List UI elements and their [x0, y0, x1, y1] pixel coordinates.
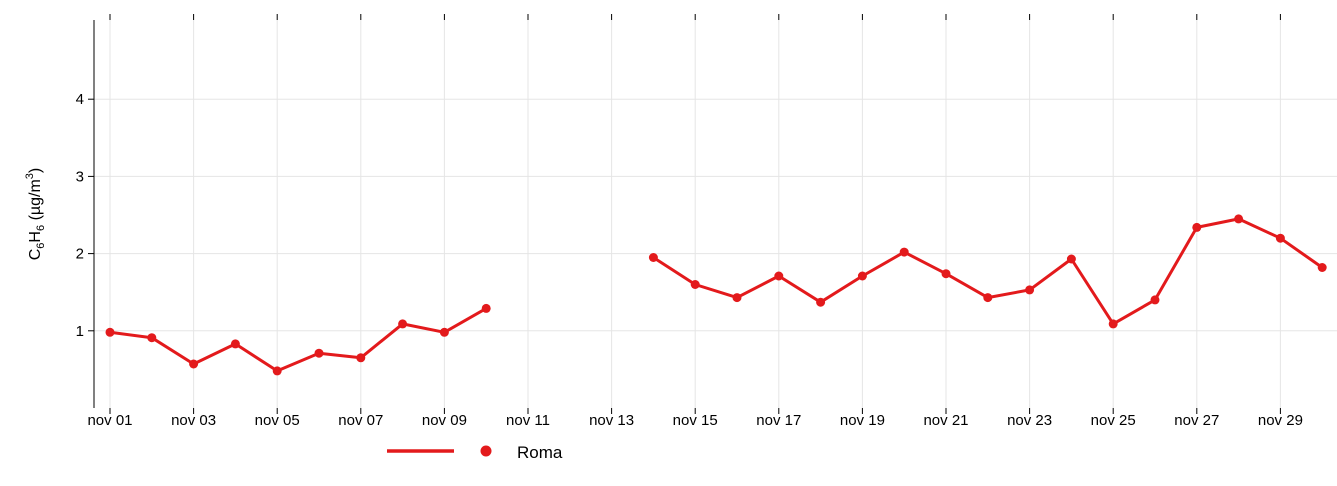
y-axis-ticks: 1 2 3 4	[76, 91, 94, 340]
data-point	[105, 327, 115, 337]
series-line-roma	[651, 217, 1324, 326]
x-tick-label: nov 27	[1174, 412, 1219, 429]
series-layer	[105, 214, 1327, 376]
x-tick-label: nov 07	[338, 412, 383, 429]
grid-lines	[94, 20, 1337, 408]
y-axis-title-c: C	[27, 249, 44, 261]
data-point	[189, 359, 199, 369]
data-point	[774, 271, 784, 281]
series-line-roma	[108, 306, 488, 373]
data-point	[1066, 254, 1076, 264]
y-tick-label: 4	[76, 91, 84, 108]
data-point	[1108, 319, 1118, 329]
data-point	[481, 303, 491, 313]
x-tick-label: nov 19	[840, 412, 885, 429]
data-point	[816, 297, 826, 307]
y-axis-title-sub1: 6	[35, 243, 47, 249]
data-point	[272, 366, 282, 376]
data-point	[439, 327, 449, 337]
x-axis-ticks: nov 01 nov 03 nov 05 nov 07 nov 09 nov 11 nov …	[87, 408, 1303, 429]
data-point	[1317, 263, 1327, 272]
data-point	[314, 348, 324, 358]
data-point	[941, 269, 951, 279]
x-tick-label: nov 25	[1091, 412, 1136, 429]
data-point	[398, 319, 408, 329]
x-tick-label: nov 17	[756, 412, 801, 429]
x-tick-label: nov 29	[1258, 412, 1303, 429]
x-tick-label: nov 03	[171, 412, 216, 429]
y-axis-title-h: H	[27, 231, 44, 243]
data-point	[1275, 233, 1285, 243]
y-tick-label: 3	[76, 168, 84, 185]
y-axis-title-unit: (µg/m	[27, 179, 44, 225]
legend-label: Roma	[517, 443, 563, 462]
data-point	[857, 271, 867, 281]
data-point	[648, 253, 658, 262]
data-point	[147, 333, 157, 343]
data-point	[899, 247, 909, 257]
legend-point-swatch	[480, 445, 492, 457]
data-point	[1192, 222, 1202, 232]
data-point	[356, 353, 366, 363]
x-tick-label: nov 01	[87, 412, 132, 429]
x-tick-label: nov 13	[589, 412, 634, 429]
data-point	[732, 293, 742, 303]
y-axis-title: C6H6 (µg/m3)	[24, 168, 47, 261]
x-tick-label: nov 11	[506, 412, 550, 429]
x-tick-label: nov 15	[673, 412, 718, 429]
y-axis-title-sub2: 6	[35, 225, 47, 231]
x-tick-label: nov 05	[255, 412, 300, 429]
top-tick-marks	[109, 14, 1281, 20]
x-tick-label: nov 09	[422, 412, 467, 429]
x-tick-label: nov 21	[923, 412, 968, 429]
data-point	[983, 293, 993, 303]
data-point	[690, 280, 700, 289]
data-point	[230, 339, 240, 349]
y-axis-title-sup: 3	[24, 173, 36, 179]
data-point	[1025, 285, 1035, 295]
y-tick-label: 2	[76, 246, 84, 263]
data-point	[1234, 214, 1244, 224]
y-tick-label: 1	[76, 323, 84, 340]
data-point	[1150, 295, 1160, 305]
legend: Roma	[387, 443, 563, 462]
x-tick-label: nov 23	[1007, 412, 1052, 429]
y-axis-title-close: )	[27, 168, 44, 173]
